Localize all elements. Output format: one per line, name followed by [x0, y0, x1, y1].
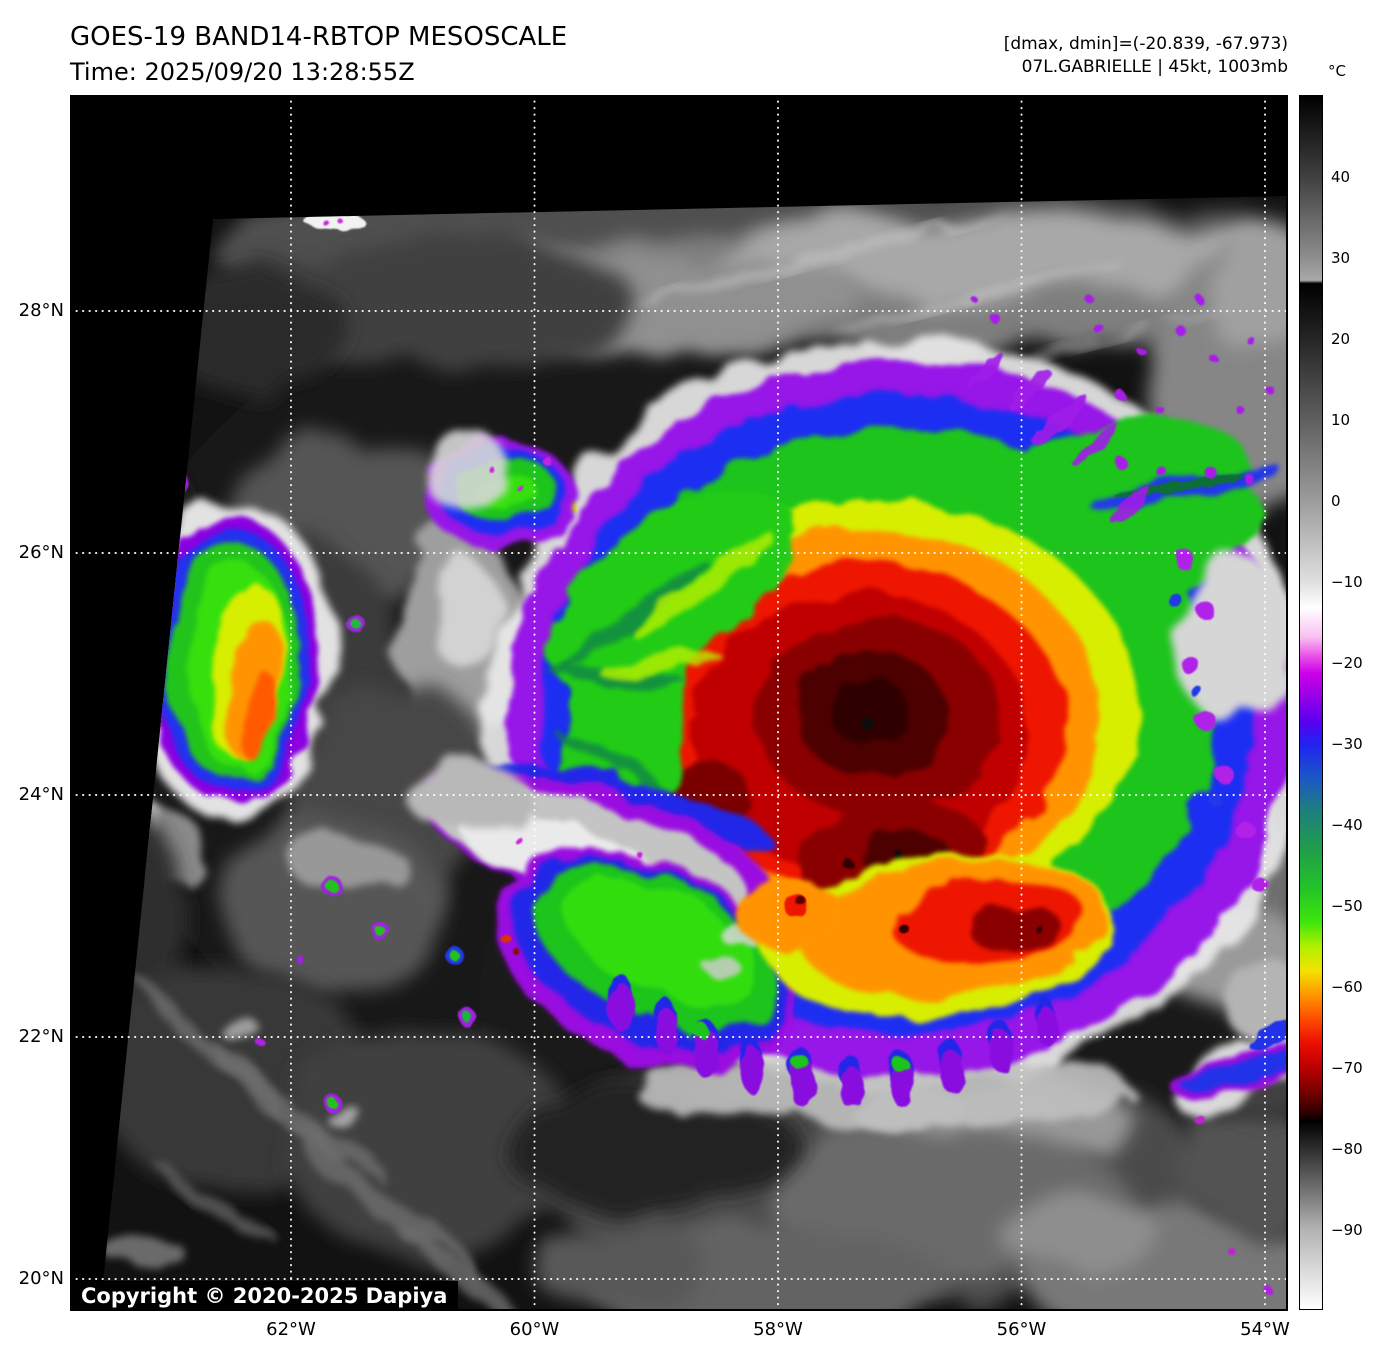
colorbar-tick-label: −70 [1331, 1059, 1363, 1077]
latitude-tick-label: 26°N [18, 542, 64, 563]
longitude-tick-label: 56°W [996, 1319, 1047, 1340]
latitude-tick-label: 24°N [18, 784, 64, 805]
storm-gabrielle [410, 296, 1288, 1109]
axes-spine [70, 95, 1288, 1311]
copyright-badge: Copyright © 2020-2025 Dapiya [70, 1281, 459, 1311]
northwest-cold-patch [420, 430, 575, 550]
longitude-tick-label: 62°W [266, 1319, 316, 1340]
graticule-gridlines [70, 95, 1288, 1311]
timestamp-line: Time: 2025/09/20 13:28:55Z [70, 58, 415, 86]
stats-block: [dmax, dmin]=(-20.839, -67.973) 07L.GABR… [1004, 33, 1288, 79]
colorbar-tick-label: −40 [1331, 816, 1363, 834]
temperature-colorbar [1299, 95, 1323, 1310]
longitude-tick-label: 60°W [509, 1319, 560, 1340]
latitude-tick-label: 28°N [18, 300, 64, 321]
page-title: GOES-19 BAND14-RBTOP MESOSCALE [70, 22, 568, 52]
southeast-cold-streak [1163, 1019, 1288, 1294]
dmax-dmin-readout: [dmax, dmin]=(-20.839, -67.973) [1003, 34, 1288, 54]
storm-info-readout: 07L.GABRIELLE | 45kt, 1003mb [1021, 57, 1288, 77]
longitude-tick-label: 58°W [753, 1319, 803, 1340]
colorbar-tick-label: 0 [1331, 492, 1341, 510]
longitude-tick-label: 54°W [1240, 1319, 1290, 1340]
colorbar-tick-label: 20 [1331, 330, 1351, 348]
colorbar-tick-label: −90 [1331, 1221, 1363, 1239]
colorbar-tick-label: −80 [1331, 1140, 1363, 1158]
colorbar-tick-label: −30 [1331, 735, 1363, 753]
latitude-tick-label: 20°N [18, 1268, 64, 1289]
colorbar-tick-label: −60 [1331, 978, 1363, 996]
header-block: GOES-19 BAND14-RBTOP MESOSCALE Time: 202… [70, 20, 567, 90]
satellite-data-swath [100, 196, 1288, 1311]
colorbar-tick-label: 30 [1331, 249, 1351, 267]
left-convective-cell [145, 517, 321, 803]
colorbar-unit-label: °C [1328, 62, 1346, 80]
colorbar-tick-label: −10 [1331, 573, 1363, 591]
latitude-tick-label: 22°N [18, 1026, 64, 1047]
colorbar-tick-label: −20 [1331, 654, 1363, 672]
colorbar-tick-label: 10 [1331, 411, 1351, 429]
colorbar-tick-label: 40 [1331, 168, 1351, 186]
colorbar-tick-label: −50 [1331, 897, 1363, 915]
